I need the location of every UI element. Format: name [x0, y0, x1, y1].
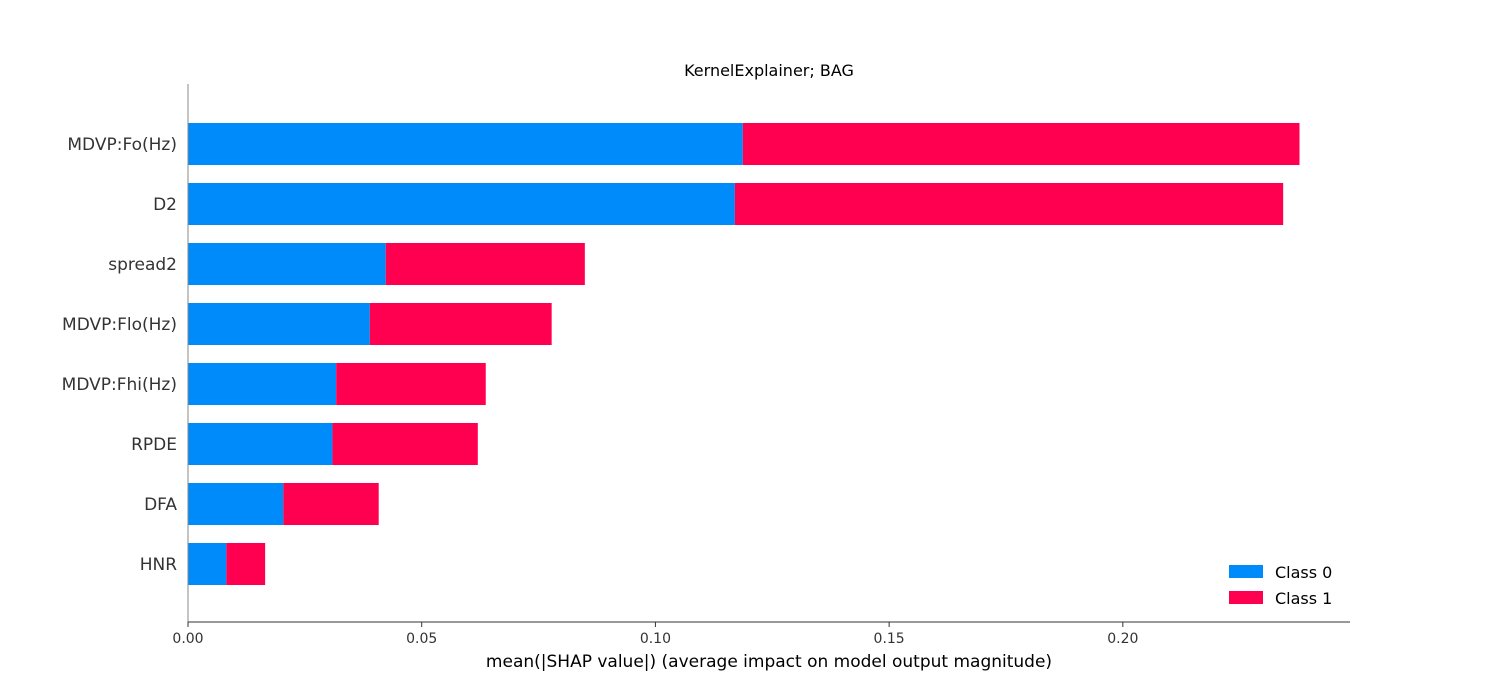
- y-tick-label: D2: [153, 195, 177, 215]
- bar-mdvp-fo-hz-class-0: [188, 123, 743, 165]
- y-tick-label: MDVP:Flo(Hz): [62, 315, 177, 335]
- bar-mdvp-flo-hz-class-0: [188, 303, 370, 345]
- axes-layer: [187, 84, 1350, 623]
- bar-mdvp-fo-hz-class-1: [742, 123, 1300, 165]
- bar-mdvp-flo-hz-class-1: [369, 303, 552, 345]
- bars-layer: [188, 123, 1300, 585]
- bar-mdvp-fhi-hz-class-0: [188, 363, 337, 405]
- y-tick-label: HNR: [140, 555, 178, 575]
- x-tick-label: 0.15: [874, 631, 905, 647]
- y-labels-layer: MDVP:Fo(Hz) D2 spread2 MDVP:Flo(Hz) MDVP:Fhi…: [62, 135, 178, 575]
- bar-rpde-class-0: [188, 423, 333, 465]
- legend-swatch-class-0: [1229, 565, 1263, 578]
- bar-hnr-class-0: [188, 543, 227, 585]
- legend-label-class-1: Class 1: [1275, 589, 1332, 608]
- bar-spread2-class-1: [385, 243, 585, 285]
- legend: Class 0 Class 1: [1229, 563, 1332, 608]
- y-tick-label: RPDE: [131, 435, 177, 455]
- y-tick-label: MDVP:Fhi(Hz): [62, 375, 177, 395]
- y-tick-label: DFA: [144, 495, 177, 515]
- bar-hnr-class-1: [226, 543, 266, 585]
- bar-dfa-class-0: [188, 483, 284, 525]
- bar-mdvp-fhi-hz-class-1: [336, 363, 486, 405]
- y-tick-label: MDVP:Fo(Hz): [67, 135, 177, 155]
- bar-spread2-class-0: [188, 243, 386, 285]
- x-tick-label: 0.20: [1107, 631, 1138, 647]
- legend-swatch-class-1: [1229, 591, 1263, 604]
- x-tick-label: 0.05: [406, 631, 437, 647]
- bar-d2-class-0: [188, 183, 735, 225]
- x-tick-label: 0.00: [172, 631, 203, 647]
- legend-label-class-0: Class 0: [1275, 563, 1332, 582]
- bar-d2-class-1: [734, 183, 1284, 225]
- x-ticks-layer: 0.00 0.05 0.10 0.15 0.20: [172, 622, 1138, 647]
- x-tick-label: 0.10: [640, 631, 671, 647]
- bar-rpde-class-1: [332, 423, 478, 465]
- bar-dfa-class-1: [283, 483, 379, 525]
- chart-title: KernelExplainer; BAG: [684, 61, 854, 80]
- y-tick-label: spread2: [108, 255, 177, 275]
- x-axis-label: mean(|SHAP value|) (average impact on mo…: [486, 652, 1052, 672]
